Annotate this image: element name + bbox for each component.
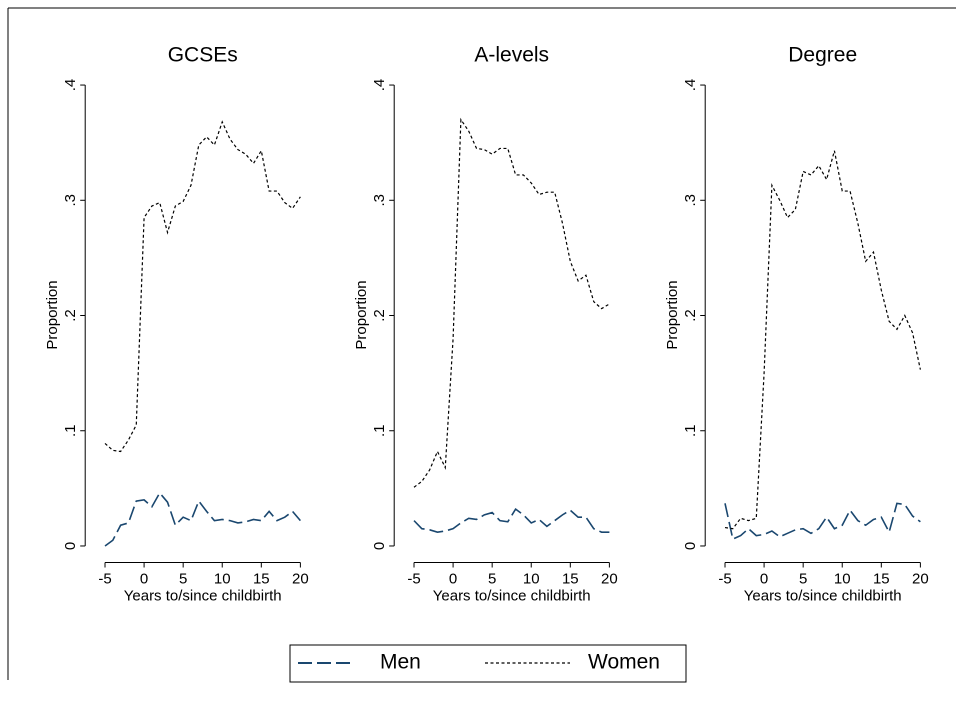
legend-label: Men [380, 651, 421, 674]
x-tick-label: 0 [140, 570, 148, 587]
series-line [413, 117, 610, 488]
x-axis-title: Years to/since childbirth [124, 587, 282, 604]
y-tick-label: .3 [62, 194, 79, 207]
series-line [724, 150, 921, 530]
series-line [104, 120, 301, 453]
y-tick-label: .2 [682, 309, 699, 322]
panel-title: A-levels [474, 44, 549, 67]
x-tick-label: 10 [523, 570, 540, 587]
y-tick-label: .2 [371, 309, 388, 322]
y-axis-title: Proportion [664, 280, 681, 349]
y-axis-title: Proportion [353, 280, 370, 349]
legend-label: Women [588, 651, 660, 674]
series-line [724, 502, 921, 541]
y-tick-label: 0 [371, 542, 388, 550]
x-tick-label: 5 [799, 570, 807, 587]
x-tick-label: 20 [912, 570, 929, 587]
panel-title: GCSEs [168, 44, 238, 67]
x-tick-label: 5 [488, 570, 496, 587]
x-tick-label: 15 [253, 570, 270, 587]
x-tick-label: -5 [407, 570, 420, 587]
y-tick-label: .1 [62, 424, 79, 437]
x-tick-label: 10 [834, 570, 851, 587]
x-tick-label: 10 [214, 570, 231, 587]
x-tick-label: 15 [873, 570, 890, 587]
y-tick-label: .1 [371, 424, 388, 437]
y-tick-label: .4 [682, 79, 699, 92]
y-tick-label: .3 [371, 194, 388, 207]
x-tick-label: 20 [601, 570, 618, 587]
x-tick-label: 15 [562, 570, 579, 587]
series-line [104, 491, 302, 547]
y-tick-label: 0 [682, 542, 699, 550]
y-tick-label: .2 [62, 309, 79, 322]
y-tick-label: 0 [62, 542, 79, 550]
y-tick-label: .4 [371, 79, 388, 92]
x-tick-label: 0 [449, 570, 457, 587]
x-axis-title: Years to/since childbirth [744, 587, 902, 604]
x-tick-label: 0 [760, 570, 768, 587]
y-tick-label: .1 [682, 424, 699, 437]
panel-title: Degree [788, 44, 857, 67]
x-tick-label: -5 [718, 570, 731, 587]
x-tick-label: -5 [98, 570, 111, 587]
x-tick-label: 20 [292, 570, 309, 587]
y-tick-label: .4 [62, 79, 79, 92]
x-axis-title: Years to/since childbirth [433, 587, 591, 604]
series-line [413, 507, 610, 533]
y-tick-label: .3 [682, 194, 699, 207]
x-tick-label: 5 [179, 570, 187, 587]
y-axis-title: Proportion [44, 280, 61, 349]
